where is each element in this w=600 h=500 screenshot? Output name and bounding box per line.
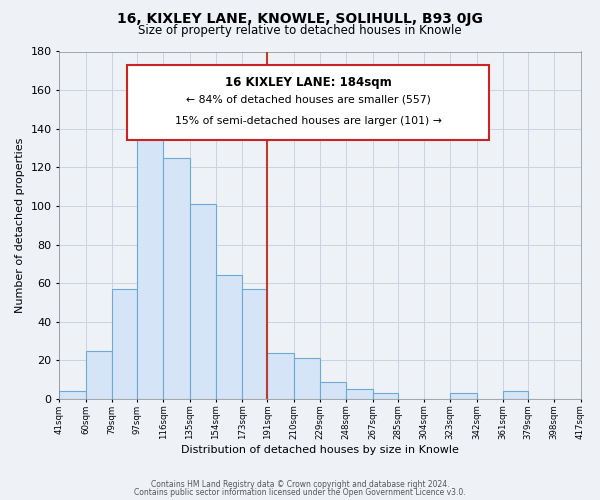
FancyBboxPatch shape: [127, 66, 489, 140]
Bar: [216, 276, 242, 399]
Bar: [163, 158, 190, 399]
Bar: [503, 392, 528, 399]
Text: Size of property relative to detached houses in Knowle: Size of property relative to detached ho…: [138, 24, 462, 37]
Bar: [242, 289, 267, 399]
Bar: [86, 350, 112, 399]
Bar: [320, 382, 346, 399]
Bar: [190, 204, 216, 399]
Text: 16 KIXLEY LANE: 184sqm: 16 KIXLEY LANE: 184sqm: [225, 76, 392, 89]
Bar: [450, 393, 476, 399]
Text: Contains public sector information licensed under the Open Government Licence v3: Contains public sector information licen…: [134, 488, 466, 497]
Bar: [293, 358, 320, 399]
Text: 16, KIXLEY LANE, KNOWLE, SOLIHULL, B93 0JG: 16, KIXLEY LANE, KNOWLE, SOLIHULL, B93 0…: [117, 12, 483, 26]
Bar: [137, 112, 163, 399]
Text: 15% of semi-detached houses are larger (101) →: 15% of semi-detached houses are larger (…: [175, 116, 442, 126]
Text: ← 84% of detached houses are smaller (557): ← 84% of detached houses are smaller (55…: [186, 95, 431, 105]
Y-axis label: Number of detached properties: Number of detached properties: [15, 138, 25, 313]
Bar: [59, 392, 86, 399]
Bar: [112, 289, 137, 399]
Bar: [373, 393, 398, 399]
Bar: [267, 352, 293, 399]
Bar: [346, 390, 373, 399]
Text: Contains HM Land Registry data © Crown copyright and database right 2024.: Contains HM Land Registry data © Crown c…: [151, 480, 449, 489]
X-axis label: Distribution of detached houses by size in Knowle: Distribution of detached houses by size …: [181, 445, 459, 455]
